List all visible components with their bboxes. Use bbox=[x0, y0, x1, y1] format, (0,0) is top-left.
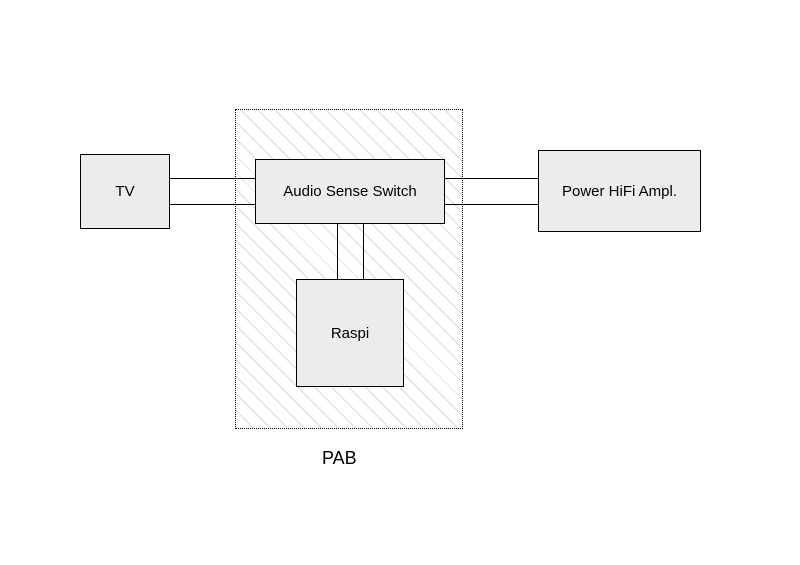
edge bbox=[170, 204, 255, 205]
node-raspi-label: Raspi bbox=[331, 325, 369, 342]
edge bbox=[170, 178, 255, 179]
node-tv: TV bbox=[80, 154, 170, 229]
node-power-hifi-ampl: Power HiFi Ampl. bbox=[538, 150, 701, 232]
edge bbox=[337, 224, 338, 279]
node-audio-sense-label: Audio Sense Switch bbox=[283, 183, 416, 200]
node-power-amp-label: Power HiFi Ampl. bbox=[562, 183, 677, 200]
edge bbox=[363, 224, 364, 279]
edge bbox=[445, 204, 538, 205]
node-audio-sense-switch: Audio Sense Switch bbox=[255, 159, 445, 224]
node-tv-label: TV bbox=[115, 183, 134, 200]
edge bbox=[445, 178, 538, 179]
pab-label: PAB bbox=[322, 448, 357, 469]
node-raspi: Raspi bbox=[296, 279, 404, 387]
